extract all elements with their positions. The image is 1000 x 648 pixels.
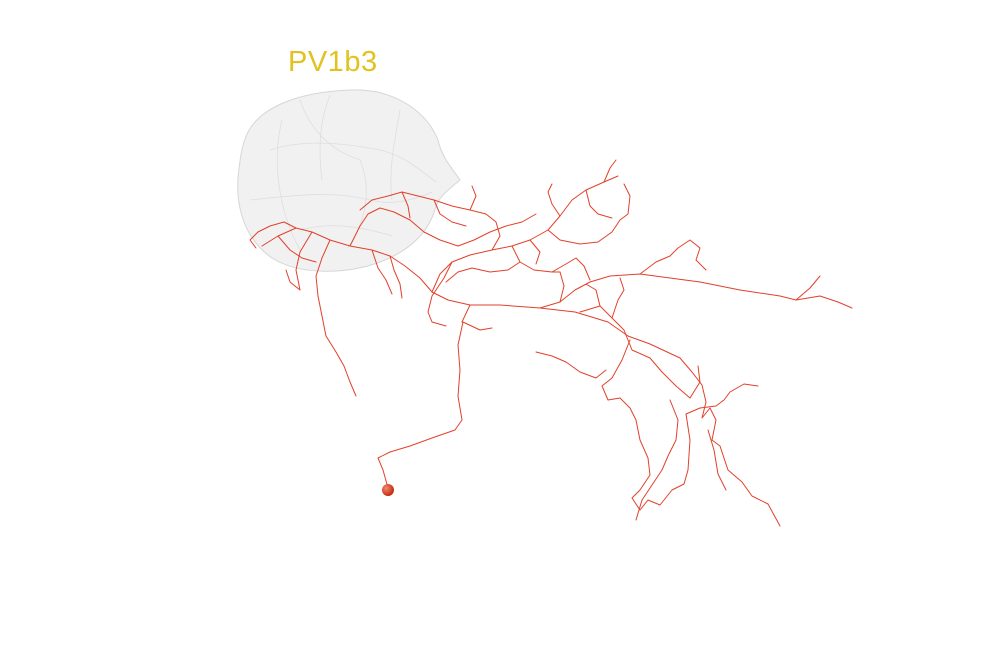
axon-branch <box>427 261 453 327</box>
mesh-facet <box>249 191 433 203</box>
axon-branch <box>585 283 601 307</box>
axon-branch <box>529 239 541 265</box>
mesh-facet <box>269 142 437 183</box>
mesh-facet <box>390 109 401 201</box>
mesh-facet <box>276 119 301 251</box>
axon-branch <box>707 429 727 491</box>
axon-branch <box>547 183 631 245</box>
axon-branch <box>277 235 317 263</box>
axon-branch <box>603 159 617 183</box>
axon-branch <box>511 245 591 281</box>
axon-branch <box>547 183 561 217</box>
axon-branch <box>371 249 393 295</box>
axon-branch <box>639 239 707 275</box>
axon-arbor <box>249 159 853 527</box>
axon-branch <box>433 199 467 227</box>
mesh-outline <box>237 89 461 272</box>
axon-branch <box>401 191 411 219</box>
brain-region-label: PV1b3 <box>288 46 378 78</box>
mesh-facet <box>299 225 393 237</box>
axon-branch <box>315 239 357 397</box>
axon-branch <box>377 321 493 489</box>
axon-branch <box>469 185 477 211</box>
mesh-facet <box>319 94 331 181</box>
axon-branch <box>601 339 759 511</box>
axon-branch <box>535 351 607 379</box>
axon-branch <box>285 269 301 291</box>
axon-branch <box>295 231 313 291</box>
axon-branch <box>611 277 625 319</box>
axon-branch <box>585 189 613 219</box>
axon-branch <box>551 271 565 303</box>
axon-branch <box>539 273 821 309</box>
axon-branch <box>389 255 403 299</box>
brain-region-mesh <box>237 89 461 272</box>
axon-branch <box>795 295 853 309</box>
axon-branch <box>349 207 537 247</box>
axon-branch <box>461 304 781 527</box>
mesh-facet <box>299 99 361 161</box>
axon-branch <box>249 221 297 249</box>
soma[interactable] <box>382 484 394 496</box>
axon-branch <box>689 365 701 399</box>
axon-branch <box>359 191 501 251</box>
axon-branch <box>579 305 691 399</box>
axon-branch <box>445 261 521 283</box>
axon-branch <box>431 175 619 293</box>
axon-branch <box>635 399 679 521</box>
